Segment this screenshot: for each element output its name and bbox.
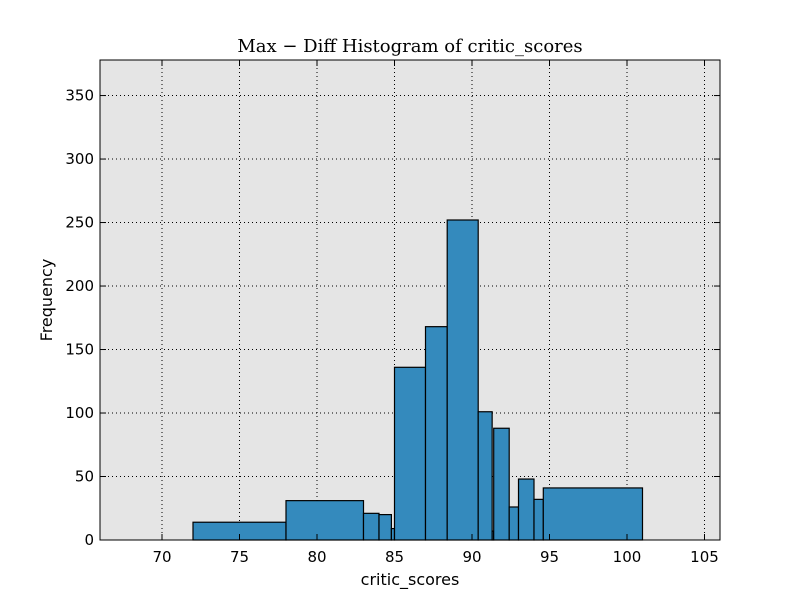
x-tick-label: 100 — [613, 548, 642, 566]
bars-layer — [192, 219, 644, 541]
x-tick-label: 80 — [307, 548, 326, 566]
histogram-bar — [446, 219, 479, 541]
y-tick-label: 350 — [65, 87, 94, 105]
x-tick-label: 75 — [230, 548, 249, 566]
ticks-layer: 70 75 80 85 90 95 100 105 0 50 100 150 200 250 300 350 — [65, 60, 720, 566]
x-tick-label: 95 — [540, 548, 559, 566]
histogram-bar — [285, 500, 365, 541]
histogram-bar — [533, 498, 544, 541]
y-tick-label: 50 — [75, 468, 94, 486]
histogram-bar — [517, 478, 535, 541]
y-tick-label: 200 — [65, 277, 94, 295]
y-tick-label: 0 — [84, 531, 94, 549]
y-tick-label: 300 — [65, 150, 94, 168]
histogram-bar — [362, 512, 380, 541]
histogram-bar — [493, 427, 510, 541]
histogram-bar — [393, 366, 427, 541]
chart-title: Max − Diff Histogram of critic_scores — [237, 36, 582, 57]
plot-frame — [99, 59, 721, 541]
x-tick-label: 85 — [385, 548, 404, 566]
y-tick-label: 150 — [65, 341, 94, 359]
x-axis-label: critic_scores — [361, 570, 460, 590]
y-tick-label: 100 — [65, 404, 94, 422]
x-tick-label: 90 — [462, 548, 481, 566]
y-axis-label: Frequency — [37, 259, 56, 342]
histogram-bar — [542, 487, 644, 541]
histogram-bar — [477, 411, 493, 541]
histogram-bar — [508, 506, 520, 541]
histogram-bar — [424, 326, 448, 541]
x-tick-label: 70 — [152, 548, 171, 566]
y-tick-label: 250 — [65, 214, 94, 232]
x-tick-label: 105 — [690, 548, 719, 566]
histogram-bar — [378, 514, 392, 541]
